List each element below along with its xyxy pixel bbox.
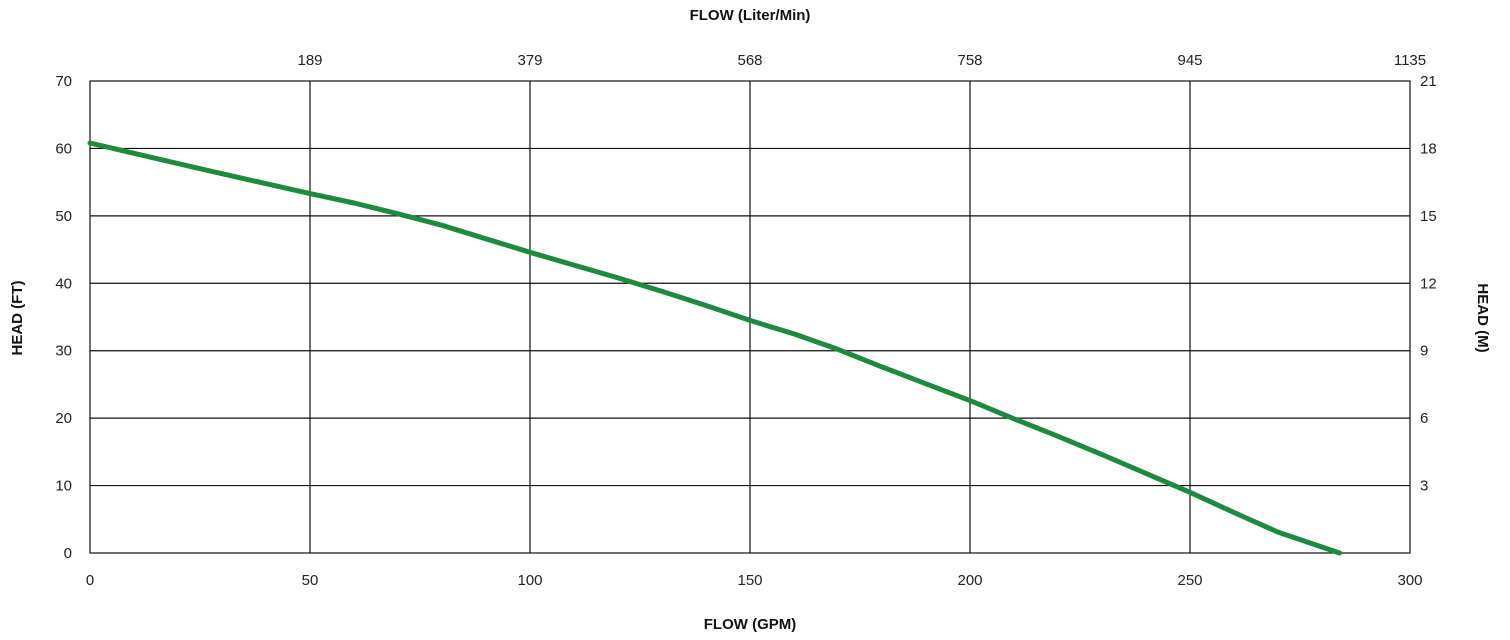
top-tick-label: 189 — [297, 52, 322, 69]
series-layer — [87, 140, 1343, 556]
y-tick-label: 0 — [64, 545, 72, 562]
top-tick-label: 945 — [1177, 52, 1202, 69]
y-tick-label: 60 — [55, 140, 72, 157]
right-tick-label: 6 — [1420, 410, 1428, 427]
plot-frame — [89, 80, 1411, 554]
top-tick-label: 379 — [517, 52, 542, 69]
x-tick-label: 150 — [737, 572, 762, 589]
y-tick-label: 70 — [55, 73, 72, 90]
x-tick-label: 300 — [1397, 572, 1422, 589]
right-tick-label: 15 — [1420, 208, 1437, 225]
grid-lines — [90, 81, 1410, 553]
top-tick-label: 758 — [957, 52, 982, 69]
right-tick-label: 9 — [1420, 343, 1428, 360]
y-tick-label: 30 — [55, 343, 72, 360]
y-tick-label: 40 — [55, 275, 72, 292]
y-tick-label: 20 — [55, 410, 72, 427]
right-tick-label: 18 — [1420, 140, 1437, 157]
y-tick-label: 10 — [55, 478, 72, 495]
x-tick-label: 100 — [517, 572, 542, 589]
top-tick-label: 1135 — [1394, 52, 1426, 69]
right-tick-label: 3 — [1420, 478, 1428, 495]
top-tick-label: 568 — [737, 52, 762, 69]
x-tick-label: 0 — [86, 572, 94, 589]
x-tick-label: 200 — [957, 572, 982, 589]
x-tick-label: 50 — [302, 572, 319, 589]
right-tick-label: 12 — [1420, 275, 1437, 292]
x-axis-title: FLOW (GPM) — [704, 616, 796, 633]
performance-curve-line — [87, 140, 1343, 556]
y2-axis-title: HEAD (M) — [1474, 283, 1491, 352]
y-tick-label: 50 — [55, 208, 72, 225]
right-tick-label: 21 — [1420, 73, 1437, 90]
top-axis-title: FLOW (Liter/Min) — [690, 7, 811, 24]
y-axis-title: HEAD (FT) — [9, 281, 26, 356]
x-tick-label: 250 — [1177, 572, 1202, 589]
